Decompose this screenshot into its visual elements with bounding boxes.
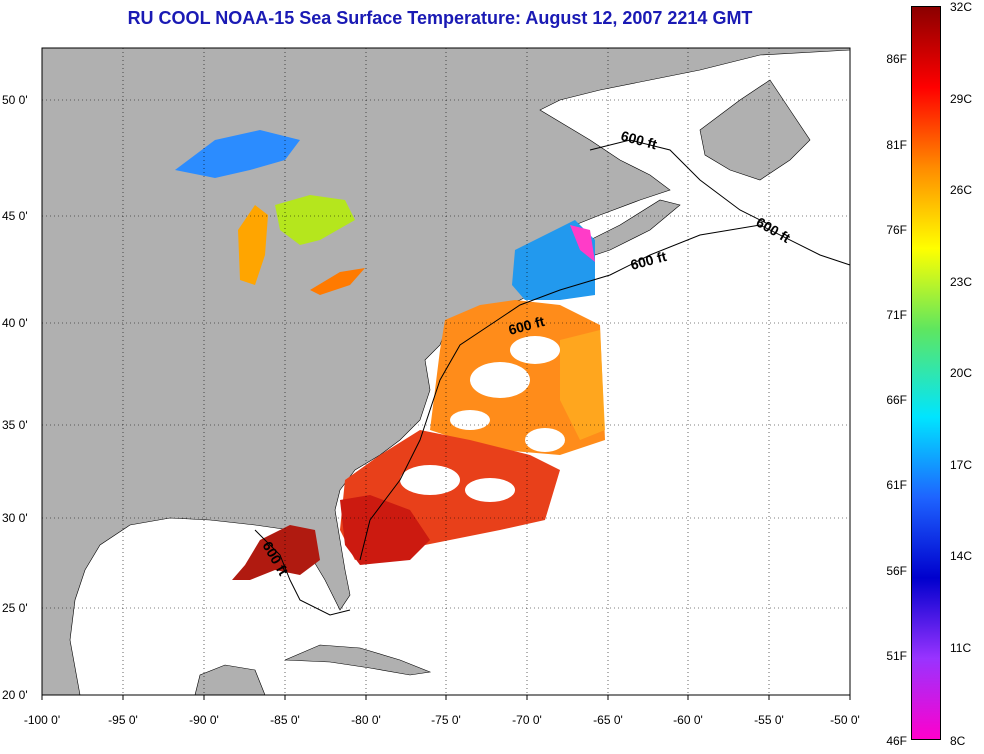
lon-tick-label: -70 0' — [512, 713, 542, 727]
colorbar-celsius-label: 14C — [950, 549, 973, 563]
lon-tick-label: -95 0' — [108, 713, 138, 727]
map-title: RU COOL NOAA-15 Sea Surface Temperature:… — [127, 8, 753, 28]
land-nova-scotia — [589, 199, 681, 256]
lat-tick-label: 25 0' — [2, 601, 28, 615]
colorbar-celsius-label: 29C — [950, 92, 973, 106]
colorbar-fahrenheit-label: 76F — [886, 223, 907, 237]
isobath-600ft — [359, 224, 851, 561]
lon-tick-label: -100 0' — [24, 713, 60, 727]
sst-lake-erie — [310, 268, 365, 295]
colorbar-fahrenheit-label: 81F — [886, 138, 907, 152]
land-newfoundland — [699, 79, 811, 181]
cloud-patches — [400, 336, 565, 502]
lon-tick-label: -60 0' — [673, 713, 703, 727]
lon-tick-label: -80 0' — [351, 713, 381, 727]
lon-tick-label: -50 0' — [830, 713, 860, 727]
colorbar-celsius-label: 26C — [950, 183, 973, 197]
sst-lake-michigan — [238, 205, 268, 285]
colorbar-gradient — [911, 6, 941, 740]
lon-tick-label: -90 0' — [189, 713, 219, 727]
sst-gulf-of-maine — [512, 220, 595, 300]
colorbar-fahrenheit-label: 86F — [886, 52, 907, 66]
colorbar-celsius-label: 20C — [950, 366, 973, 380]
lat-tick-label: 45 0' — [2, 209, 28, 223]
colorbar-celsius-label: 17C — [950, 458, 973, 472]
sst-florida-coast — [340, 495, 430, 565]
sst-far-atlantic — [560, 330, 605, 440]
colorbar-fahrenheit-label: 46F — [886, 734, 907, 748]
graticule — [42, 48, 850, 695]
colorbar-fahrenheit-label: 51F — [886, 649, 907, 663]
colorbar-celsius-label: 23C — [950, 275, 973, 289]
colorbar-celsius-label: 32C — [950, 0, 973, 14]
lon-tick-label: -85 0' — [270, 713, 300, 727]
lon-tick-label: -55 0' — [754, 713, 784, 727]
isobath-600ft-gulf — [254, 529, 351, 616]
tick-marks — [41, 695, 851, 700]
isobath-600ft-canada — [589, 139, 771, 226]
lat-tick-label: 35 0' — [2, 418, 28, 432]
sst-lake-superior — [175, 130, 300, 178]
lat-tick-label: 50 0' — [2, 93, 28, 107]
colorbar-fahrenheit-label: 66F — [886, 393, 907, 407]
lat-tick-label: 30 0' — [2, 511, 28, 525]
colorbar-fahrenheit-label: 71F — [886, 308, 907, 322]
colorbar-celsius-label: 8C — [950, 734, 966, 748]
lon-tick-label: -75 0' — [431, 713, 461, 727]
colorbar-fahrenheit-label: 61F — [886, 478, 907, 492]
colorbar — [911, 6, 941, 740]
lat-tick-label: 40 0' — [2, 316, 28, 330]
sst-gulf-big-bend — [232, 525, 320, 580]
sst-bay-of-fundy — [570, 225, 595, 262]
colorbar-fahrenheit-label: 56F — [886, 564, 907, 578]
lon-tick-label: -65 0' — [593, 713, 623, 727]
sst-lake-huron — [275, 195, 355, 245]
land-north-america — [41, 47, 851, 696]
lat-tick-label: 20 0' — [2, 688, 28, 702]
colorbar-celsius-label: 11C — [950, 641, 972, 655]
land-cuba — [284, 644, 432, 676]
